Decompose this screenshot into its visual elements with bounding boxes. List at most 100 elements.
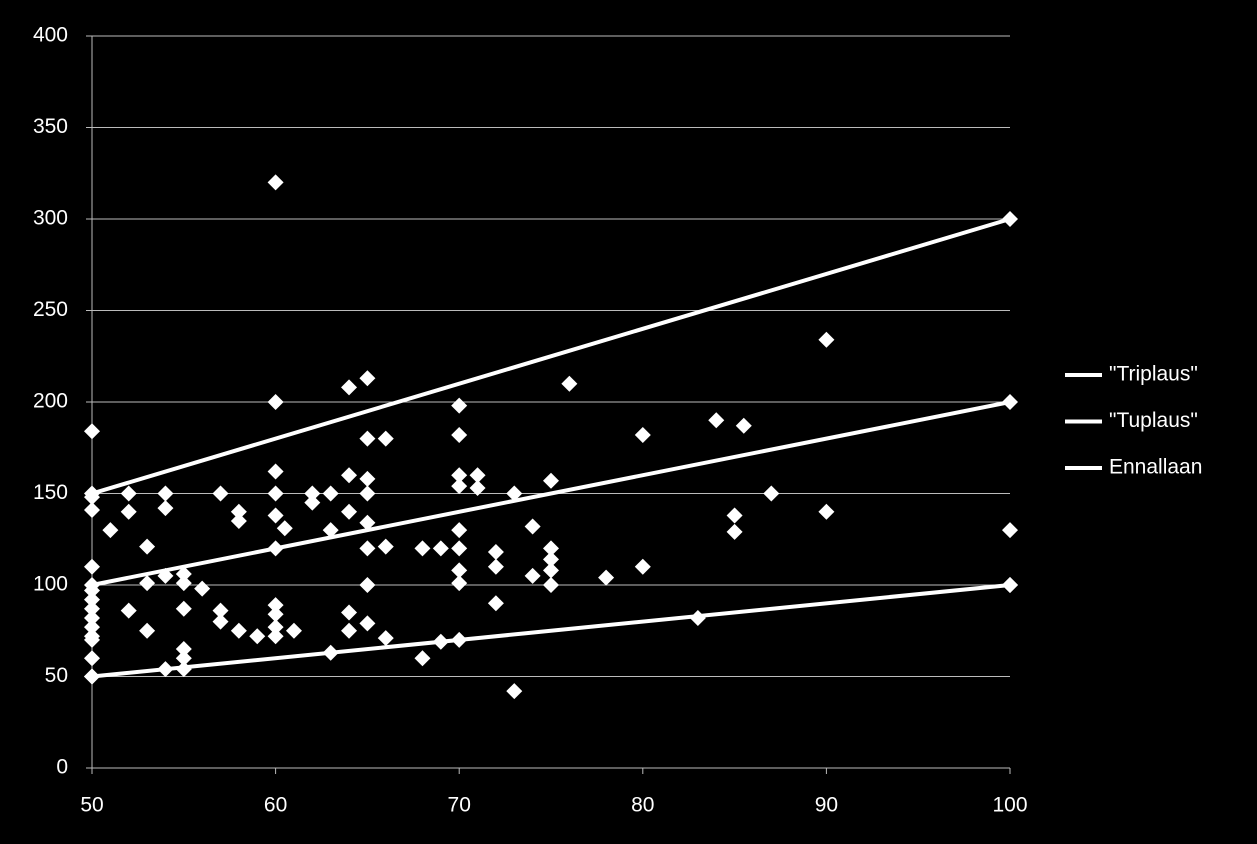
scatter-point	[84, 600, 100, 617]
scatter-point	[267, 507, 284, 524]
scatter-point	[120, 503, 137, 520]
scatter-point	[487, 595, 504, 612]
scatter-point	[341, 467, 358, 484]
scatter-point	[359, 370, 376, 387]
scatter-point	[377, 538, 394, 555]
scatter-point	[1002, 522, 1018, 539]
scatter-point	[377, 430, 394, 447]
scatter-point	[139, 575, 156, 592]
scatter-point	[230, 622, 247, 639]
scatter-point	[543, 540, 559, 557]
scatter-point	[341, 379, 358, 396]
scatter-point	[451, 397, 468, 414]
x-tick-label: 50	[80, 794, 103, 817]
scatter-point	[175, 650, 192, 667]
scatter-point	[267, 628, 284, 645]
scatter-point	[267, 597, 284, 614]
x-tick-label: 70	[448, 794, 471, 817]
line-point	[1002, 577, 1018, 593]
y-tick-label: 300	[33, 207, 68, 230]
legend-label: "Triplaus"	[1109, 363, 1198, 386]
scatter-point	[414, 650, 431, 667]
scatter-point	[451, 478, 468, 495]
scatter-point	[543, 577, 559, 593]
scatter-point	[506, 485, 523, 502]
scatter-point	[359, 485, 376, 502]
scatter-point	[267, 606, 284, 623]
trend-line	[91, 217, 1011, 496]
scatter-point	[451, 631, 468, 648]
x-tick-label: 100	[992, 794, 1027, 817]
scatter-point	[120, 485, 137, 502]
scatter-point	[451, 522, 468, 539]
y-tick-label: 350	[33, 115, 68, 138]
x-tick-label: 80	[631, 794, 654, 817]
scatter-point	[487, 558, 504, 575]
scatter-point	[469, 480, 486, 497]
scatter-point	[285, 622, 302, 639]
scatter-point	[304, 485, 321, 502]
scatter-point	[267, 463, 284, 480]
scatter-point	[157, 485, 174, 502]
scatter-point	[451, 575, 468, 592]
scatter-point	[818, 331, 835, 348]
scatter-point	[194, 580, 211, 597]
y-tick-label: 100	[33, 573, 68, 596]
scatter-point	[689, 609, 706, 626]
scatter-point	[175, 661, 192, 678]
scatter-point	[359, 470, 376, 487]
scatter-point	[469, 467, 486, 484]
scatter-point	[84, 423, 100, 440]
scatter-point	[157, 500, 174, 517]
scatter-point	[322, 644, 339, 661]
scatter-point	[267, 394, 284, 410]
scatter-point	[84, 609, 100, 626]
y-tick-label: 0	[56, 756, 68, 779]
legend-label: Ennallaan	[1109, 456, 1202, 479]
scatter-point	[561, 375, 578, 392]
scatter-point	[818, 503, 835, 520]
scatter-point	[157, 567, 174, 584]
scatter-point	[432, 540, 449, 557]
scatter-point	[120, 602, 137, 619]
scatter-point	[708, 412, 725, 429]
y-tick-label: 400	[33, 24, 68, 47]
scatter-point	[84, 619, 100, 636]
scatter-point	[763, 485, 780, 502]
scatter-point	[726, 523, 743, 540]
scatter-point	[451, 562, 468, 579]
scatter-point	[102, 522, 119, 539]
scatter-point	[84, 558, 100, 575]
scatter-point	[157, 661, 174, 678]
scatter-point	[84, 631, 100, 648]
scatter-point	[84, 501, 100, 518]
y-tick-label: 250	[33, 298, 68, 321]
line-point	[1002, 394, 1018, 410]
scatter-point	[543, 551, 559, 568]
scatter-point	[175, 566, 192, 583]
trend-line	[91, 583, 1011, 679]
scatter-point	[267, 619, 284, 636]
scatter-point	[212, 613, 229, 630]
scatter-point	[212, 602, 229, 619]
legend-label: "Tuplaus"	[1109, 409, 1198, 432]
scatter-point	[230, 503, 247, 520]
scatter-point	[377, 630, 394, 647]
scatter-point	[432, 633, 449, 650]
scatter-point	[175, 600, 192, 617]
scatter-point	[84, 650, 100, 667]
scatter-point	[322, 522, 339, 539]
scatter-point	[451, 426, 468, 443]
scatter-point	[359, 615, 376, 632]
line-point	[84, 485, 100, 502]
line-point	[84, 668, 100, 685]
scatter-point	[359, 540, 376, 557]
y-tick-label: 200	[33, 390, 68, 413]
scatter-point	[359, 577, 376, 593]
line-point	[1002, 211, 1018, 227]
scatter-point	[175, 641, 192, 658]
scatter-point	[359, 514, 376, 531]
scatter-point	[487, 544, 504, 561]
